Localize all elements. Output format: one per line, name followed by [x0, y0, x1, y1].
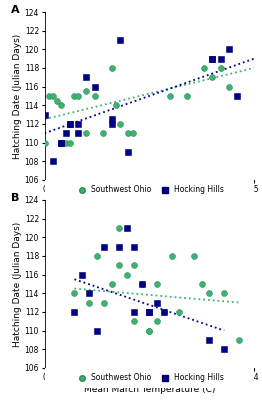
- Point: [59, 102, 63, 108]
- Point: [132, 262, 137, 268]
- Point: [210, 56, 214, 62]
- Point: [93, 84, 97, 90]
- Point: [219, 56, 223, 62]
- Point: [147, 327, 151, 334]
- Y-axis label: Hatching Date (Julian Days): Hatching Date (Julian Days): [13, 33, 22, 158]
- Legend: Southwest Ohio, Hocking Hills: Southwest Ohio, Hocking Hills: [74, 186, 224, 194]
- Y-axis label: Hatching Date (Julian Days): Hatching Date (Julian Days): [13, 221, 22, 346]
- Point: [117, 262, 122, 268]
- Point: [140, 281, 144, 287]
- Point: [118, 121, 122, 127]
- Point: [114, 102, 118, 108]
- Point: [110, 281, 114, 287]
- Point: [185, 93, 189, 99]
- Point: [222, 346, 226, 352]
- Point: [162, 309, 166, 315]
- Point: [59, 139, 63, 146]
- Point: [132, 244, 137, 250]
- Point: [51, 93, 55, 99]
- Point: [219, 65, 223, 71]
- Point: [72, 309, 77, 315]
- Point: [84, 130, 89, 136]
- Point: [170, 253, 174, 259]
- Point: [125, 272, 129, 278]
- Point: [200, 281, 204, 287]
- Point: [210, 74, 214, 80]
- Point: [87, 290, 91, 296]
- Point: [84, 88, 89, 94]
- Point: [80, 272, 84, 278]
- Point: [207, 290, 211, 296]
- Point: [110, 65, 114, 71]
- Point: [72, 93, 76, 99]
- Point: [76, 130, 80, 136]
- Point: [227, 46, 231, 52]
- Point: [68, 139, 72, 146]
- Point: [147, 309, 151, 315]
- X-axis label: Number of Days  of Snow in February-March: Number of Days of Snow in February-March: [50, 197, 249, 206]
- Point: [168, 93, 172, 99]
- Point: [155, 281, 159, 287]
- Point: [202, 65, 206, 71]
- Point: [68, 121, 72, 127]
- Point: [227, 84, 231, 90]
- Point: [207, 337, 211, 343]
- Point: [132, 309, 137, 315]
- X-axis label: Mean March Temperature (C): Mean March Temperature (C): [84, 385, 215, 394]
- Point: [192, 253, 196, 259]
- Point: [118, 37, 122, 43]
- Point: [155, 318, 159, 324]
- Legend: Southwest Ohio, Hocking Hills: Southwest Ohio, Hocking Hills: [74, 374, 224, 382]
- Point: [102, 244, 107, 250]
- Point: [101, 130, 105, 136]
- Point: [87, 299, 91, 306]
- Point: [132, 318, 137, 324]
- Point: [110, 116, 114, 122]
- Point: [237, 337, 241, 343]
- Point: [95, 253, 99, 259]
- Text: A: A: [11, 5, 20, 15]
- Point: [125, 225, 129, 231]
- Point: [68, 121, 72, 127]
- Point: [76, 121, 80, 127]
- Point: [55, 97, 59, 104]
- Point: [162, 309, 166, 315]
- Point: [210, 56, 214, 62]
- Point: [110, 121, 114, 127]
- Point: [140, 281, 144, 287]
- Point: [130, 130, 135, 136]
- Point: [42, 139, 47, 146]
- Point: [63, 139, 68, 146]
- Point: [59, 139, 63, 146]
- Point: [126, 130, 130, 136]
- Point: [222, 290, 226, 296]
- Point: [147, 327, 151, 334]
- Point: [102, 299, 107, 306]
- Point: [84, 74, 89, 80]
- Point: [93, 93, 97, 99]
- Point: [117, 244, 122, 250]
- Point: [42, 111, 47, 118]
- Point: [235, 93, 239, 99]
- Point: [177, 309, 181, 315]
- Point: [47, 93, 51, 99]
- Point: [117, 225, 122, 231]
- Point: [126, 149, 130, 155]
- Point: [72, 290, 77, 296]
- Point: [147, 309, 151, 315]
- Point: [76, 93, 80, 99]
- Text: B: B: [11, 193, 19, 203]
- Point: [51, 158, 55, 164]
- Point: [63, 130, 68, 136]
- Point: [95, 327, 99, 334]
- Point: [155, 299, 159, 306]
